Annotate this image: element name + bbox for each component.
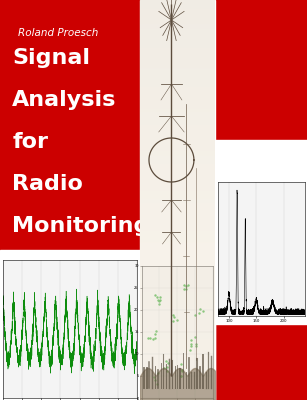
Point <box>156 296 161 303</box>
Point <box>189 341 194 347</box>
Point <box>156 370 161 376</box>
Point <box>171 314 176 320</box>
Point <box>153 330 157 337</box>
Point <box>164 358 169 364</box>
Text: Signal: Signal <box>12 48 90 68</box>
Point <box>161 364 166 371</box>
Bar <box>140 0 215 400</box>
Text: Analysis: Analysis <box>12 90 117 110</box>
Point <box>182 286 187 292</box>
Point <box>170 312 175 318</box>
Point <box>155 380 160 387</box>
Point <box>171 318 176 324</box>
Point <box>181 282 186 288</box>
Point <box>157 294 162 300</box>
Point <box>147 334 152 341</box>
Point <box>178 372 183 379</box>
Point <box>197 306 202 312</box>
Bar <box>140 264 215 400</box>
Point <box>174 317 179 324</box>
Point <box>153 335 158 342</box>
Text: Monitoring: Monitoring <box>12 216 150 236</box>
Point <box>153 377 157 384</box>
Point <box>188 347 192 354</box>
Point <box>194 340 199 347</box>
Point <box>179 361 184 367</box>
Point <box>189 337 194 343</box>
Point <box>151 374 156 380</box>
Point <box>183 282 188 289</box>
Point <box>193 312 198 319</box>
Point <box>165 364 169 370</box>
Point <box>180 368 185 374</box>
Point <box>180 367 185 374</box>
Point <box>183 286 188 292</box>
Point <box>151 336 156 342</box>
Text: Radio: Radio <box>12 174 83 194</box>
Point <box>146 334 151 341</box>
Point <box>185 282 190 288</box>
Point <box>193 343 198 349</box>
Point <box>158 297 163 303</box>
Text: for: for <box>12 132 48 152</box>
Point <box>165 368 169 374</box>
Point <box>154 294 159 300</box>
Bar <box>0 250 140 400</box>
Text: Roland Proesch: Roland Proesch <box>18 28 99 38</box>
Point <box>165 360 170 366</box>
Point <box>192 334 197 341</box>
Point <box>179 372 184 379</box>
Point <box>200 308 205 314</box>
Bar <box>215 140 307 324</box>
Point <box>157 298 161 304</box>
Point <box>179 366 184 373</box>
Point <box>189 342 194 349</box>
Point <box>153 292 157 299</box>
Point <box>196 310 201 316</box>
Point <box>153 328 158 334</box>
Point <box>156 300 161 307</box>
